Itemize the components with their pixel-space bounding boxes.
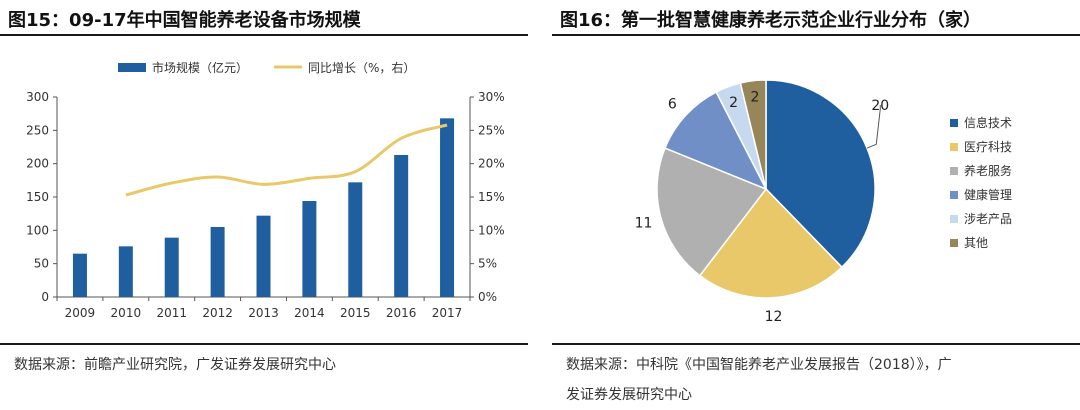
- market-size-bar: [348, 182, 363, 297]
- industry-distribution-source: 数据来源：中科院《中国智能养老产业发展报告（2018）》，广 发证券发展研究中心: [566, 350, 952, 410]
- y-tick-label: 0: [41, 290, 49, 304]
- legend-swatch: [950, 167, 958, 175]
- legend-line-label: 同比增长（%，右）: [308, 60, 415, 75]
- legend-swatch: [950, 191, 958, 199]
- legend-label: 养老服务: [964, 163, 1012, 178]
- legend-swatch: [950, 239, 958, 247]
- legend-label: 信息技术: [964, 115, 1012, 130]
- legend-swatch: [950, 119, 958, 127]
- x-tick-label: 2012: [202, 306, 233, 320]
- title-divider: [0, 34, 528, 36]
- source-line-1: 数据来源：中科院《中国智能养老产业发展报告（2018）》，广: [566, 357, 952, 373]
- market-size-bar: [440, 118, 455, 297]
- y2-tick-label: 15%: [478, 190, 505, 204]
- y-tick-label: 100: [26, 223, 49, 237]
- y2-tick-label: 25%: [478, 123, 505, 137]
- market-size-bar: [164, 237, 179, 297]
- industry-distribution-panel: 图16：第一批智慧健康养老示范企业行业分布（家） 20 12 11 6 2 2 信息技术医疗…: [552, 0, 1080, 410]
- legend-bar-label: 市场规模（亿元）: [152, 60, 248, 75]
- industry-distribution-title: 图16：第一批智慧健康养老示范企业行业分布（家）: [560, 10, 982, 31]
- market-size-source: 数据来源：前瞻产业研究院，广发证券发展研究中心: [14, 357, 336, 373]
- pie-slice: [739, 79, 767, 190]
- y-tick-label: 250: [26, 123, 49, 137]
- x-tick-label: 2011: [156, 306, 187, 320]
- source-line-2: 发证券发展研究中心: [566, 387, 692, 403]
- x-tick-label: 2009: [65, 306, 96, 320]
- pie-data-label: 20: [871, 98, 889, 114]
- x-tick-label: 2015: [340, 306, 371, 320]
- y2-tick-label: 20%: [478, 157, 505, 171]
- source-divider: [0, 343, 528, 345]
- market-size-chart: 0 50 100 150 200 250 300 0% 5% 10% 15% 20% 25% 30% 200…: [26, 60, 505, 320]
- pie-leader-line: [866, 105, 881, 149]
- y2-tick-label: 0%: [478, 290, 497, 304]
- pie-slice: [656, 147, 768, 277]
- legend-swatch: [950, 143, 958, 151]
- x-tick-label: 2017: [432, 306, 463, 320]
- growth-rate-line: [125, 123, 448, 197]
- legend-label: 其他: [964, 236, 988, 250]
- pie-data-label: 2: [751, 90, 760, 106]
- y-tick-label: 200: [26, 157, 49, 171]
- x-tick-label: 2014: [294, 306, 325, 320]
- market-size-bar: [302, 201, 317, 297]
- source-divider: [552, 343, 1080, 345]
- y-tick-label: 50: [34, 257, 49, 271]
- market-size-bar: [72, 253, 87, 297]
- title-divider: [552, 34, 1080, 36]
- x-tick-label: 2013: [248, 306, 279, 320]
- pie-data-label: 2: [729, 95, 738, 111]
- y2-tick-label: 10%: [478, 223, 505, 237]
- legend-label: 健康管理: [964, 187, 1012, 202]
- x-tick-label: 2010: [111, 306, 142, 320]
- pie-data-label: 11: [635, 215, 653, 231]
- market-size-panel: 图15：09-17年中国智能养老设备市场规模 0 50 100 150 200 250 30…: [0, 0, 528, 410]
- pie-slice: [765, 79, 876, 269]
- market-size-bar: [256, 215, 271, 297]
- y2-tick-label: 5%: [478, 257, 497, 271]
- pie-slice: [664, 91, 768, 191]
- market-size-title: 图15：09-17年中国智能养老设备市场规模: [8, 10, 361, 31]
- y-tick-label: 300: [26, 90, 49, 104]
- pie-data-label: 12: [765, 309, 783, 325]
- y-tick-label: 150: [26, 190, 49, 204]
- pie-slice: [698, 187, 843, 299]
- legend-bar-swatch: [118, 63, 146, 72]
- x-tick-label: 2016: [386, 306, 417, 320]
- legend-swatch: [950, 215, 958, 223]
- market-size-bar: [394, 155, 409, 297]
- pie-data-label: 6: [668, 96, 677, 112]
- legend-label: 医疗科技: [964, 140, 1012, 154]
- market-size-bar: [210, 227, 225, 297]
- y2-tick-label: 30%: [478, 90, 505, 104]
- legend-label: 涉老产品: [964, 212, 1012, 226]
- market-size-bar: [118, 246, 133, 297]
